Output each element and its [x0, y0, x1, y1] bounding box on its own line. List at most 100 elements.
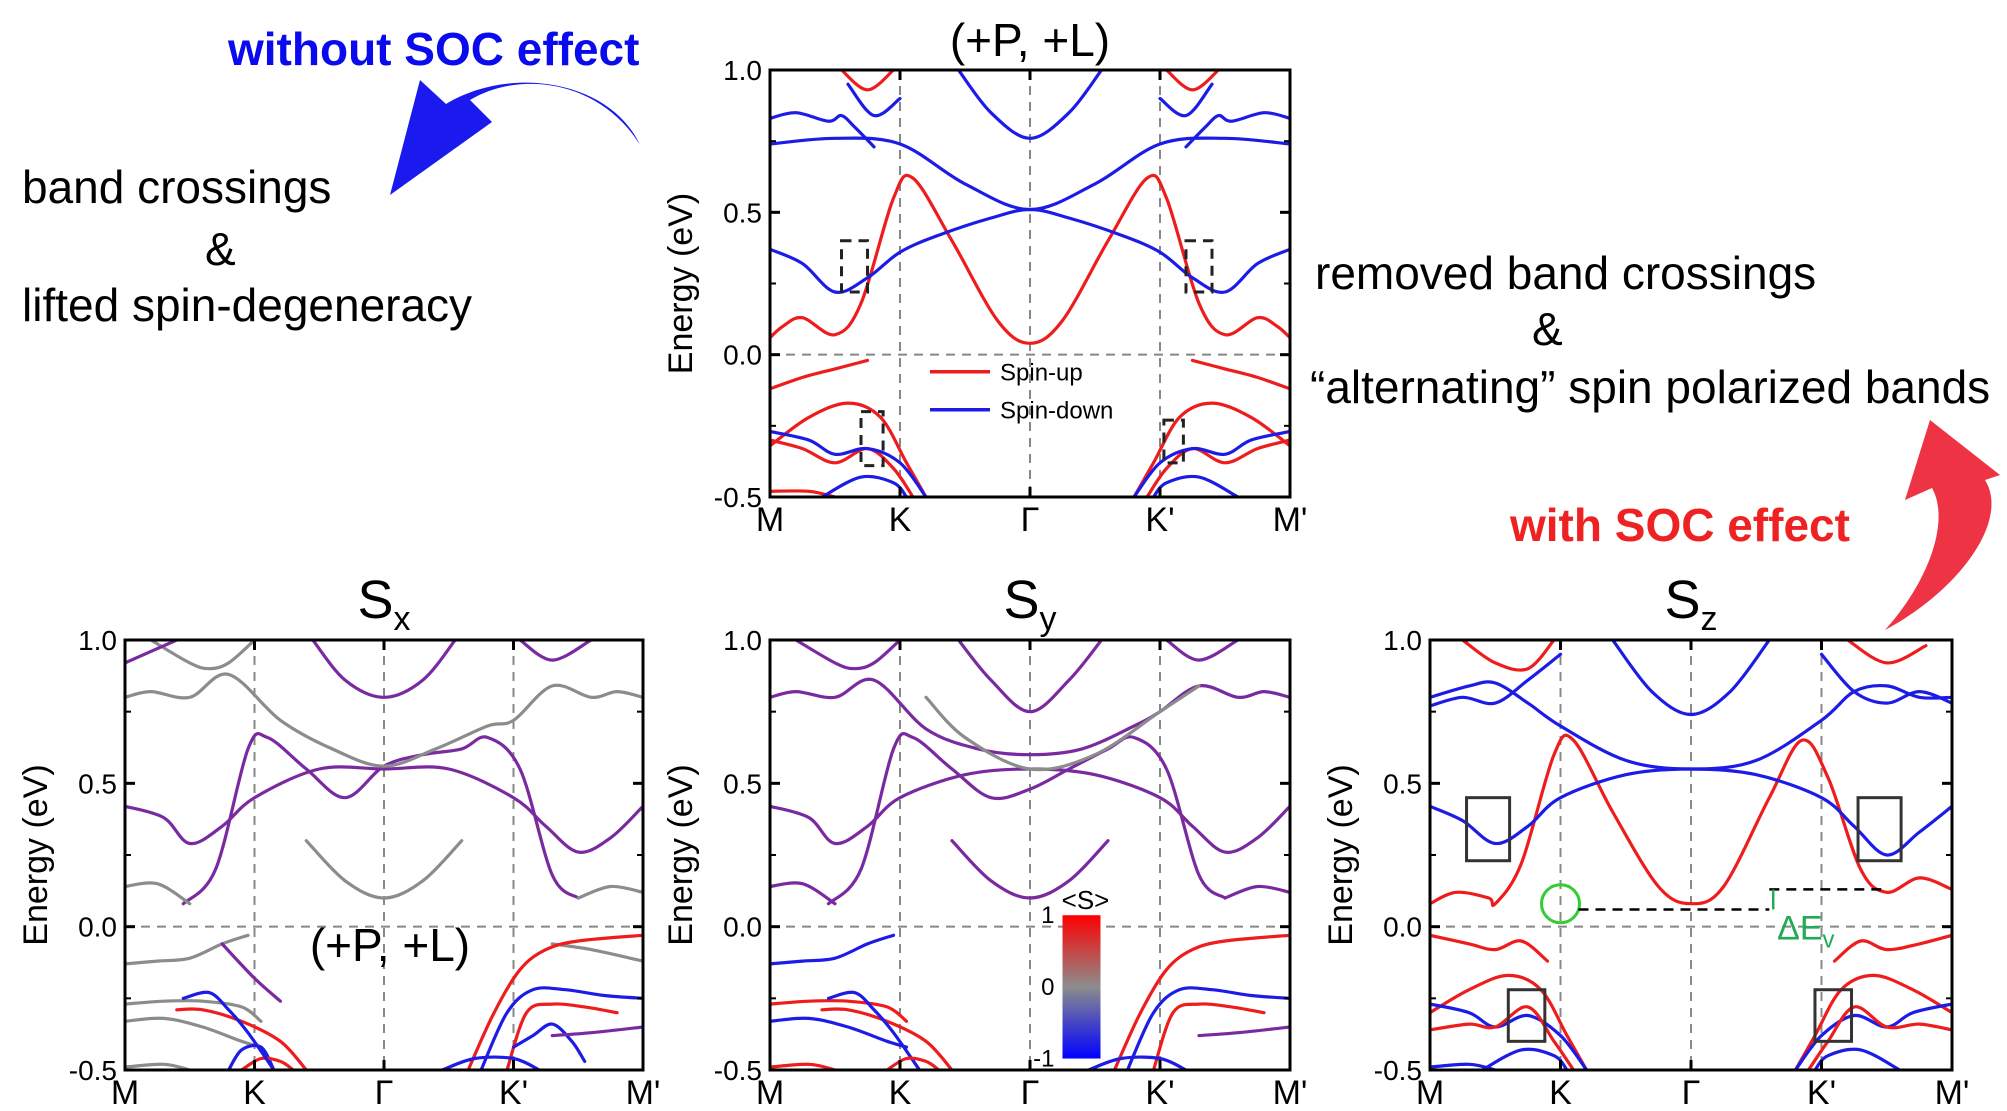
chart-title-subscript: y	[1040, 600, 1057, 638]
y-tick-label: -0.5	[714, 1055, 762, 1086]
legend-label-spin-up: Spin-up	[1000, 360, 1083, 387]
band-line-13	[1184, 111, 1290, 149]
y-tick-label: 1.0	[723, 55, 762, 86]
left-text-line-2: &	[205, 223, 236, 275]
right-text-line-2: &	[1532, 303, 1563, 355]
solid-highlight-box-1	[1856, 796, 1903, 863]
band-line-20	[1197, 1025, 1290, 1038]
blue-arrow	[390, 80, 640, 195]
chart-title: Sz	[1664, 570, 1717, 638]
band-line-9	[1164, 640, 1240, 662]
y-tick-label: 0.0	[78, 912, 117, 943]
band-line-6	[149, 640, 257, 671]
colorbar-tick-1: 0	[1041, 974, 1054, 1001]
right-text-line-1: removed band crossings	[1315, 247, 1817, 299]
band-line-15	[1806, 1005, 1952, 1070]
x-tick-label-3: K'	[1807, 1074, 1836, 1111]
band-line-19	[1151, 1002, 1266, 1070]
chart-title-main: S	[357, 570, 393, 630]
dashed-highlight-box-1	[1184, 239, 1214, 294]
band-line-15	[125, 1062, 192, 1070]
y-axis-label: Energy (eV)	[662, 193, 700, 374]
y-tick-label: 0.5	[1383, 768, 1422, 799]
x-tick-label-0: M	[756, 501, 784, 539]
band-line-5	[1132, 401, 1290, 497]
band-line-2	[1430, 680, 1952, 771]
band-line-21	[479, 986, 643, 1070]
band-line-0	[770, 173, 1290, 345]
band-line-12	[220, 942, 282, 1003]
delta-energy-label: ΔEv	[1777, 909, 1834, 953]
band-line-7	[794, 640, 902, 671]
dashed-highlight-box-3	[1162, 418, 1185, 465]
band-line-21	[1086, 1055, 1188, 1070]
band-line-1	[181, 732, 580, 906]
band-line-17	[1480, 1047, 1569, 1070]
band-line-23	[511, 1022, 587, 1063]
band-line-8	[839, 70, 896, 92]
band-line-18	[1125, 986, 1290, 1070]
chart-panel-3: -0.5 0.0 0.5 1.0 M K Γ K' M' Energy (eV) Sz ΔEv	[1322, 570, 1969, 1111]
chart-title-main: S	[1003, 570, 1039, 630]
band-line-0	[1430, 733, 1952, 908]
chart-panel-0: -0.5 0.0 0.5 1.0 M K Γ K' M' Energy (eV) (+P, +L) S…	[662, 14, 1307, 539]
band-line-16	[175, 1007, 308, 1070]
band-line-11	[1793, 973, 1952, 1070]
band-line-16	[770, 1062, 837, 1070]
band-line-9	[1832, 933, 1952, 963]
red-arrow	[1885, 420, 2000, 630]
band-line-13	[1793, 1002, 1952, 1070]
band-line-15	[885, 1056, 941, 1070]
band-line-12	[770, 1016, 909, 1049]
x-tick-label-3: K'	[499, 1074, 528, 1111]
band-line-5	[770, 677, 1290, 757]
band-line-3	[1430, 652, 1563, 708]
solid-highlight-box-0	[1465, 796, 1512, 863]
y-tick-label: 0.5	[78, 768, 117, 799]
colorbar-title: <S>	[1062, 885, 1110, 915]
band-line-10	[770, 933, 896, 966]
y-tick-label: 0.0	[723, 340, 762, 371]
y-tick-label: 1.0	[1383, 625, 1422, 656]
band-line-9	[518, 640, 593, 662]
band-line-14	[125, 1016, 263, 1049]
band-line-3	[576, 884, 643, 900]
band-line-2	[770, 881, 837, 906]
band-line-11	[770, 999, 909, 1023]
band-line-12	[1430, 1002, 1589, 1070]
series-group	[1430, 640, 1952, 1070]
colorbar-tick-2: -1	[1033, 1046, 1054, 1073]
band-line-5	[1461, 640, 1556, 672]
x-tick-label-3: K'	[1145, 1074, 1174, 1111]
y-tick-label: 0.5	[723, 197, 762, 228]
band-line-12	[770, 111, 876, 149]
x-tick-label-4: M'	[626, 1074, 661, 1111]
band-line-10	[1430, 973, 1589, 1070]
x-tick-label-2: Γ	[1021, 1074, 1040, 1111]
band-line-18	[1813, 1047, 1902, 1070]
x-tick-label-2: Γ	[375, 1074, 394, 1111]
band-line-8	[1430, 933, 1550, 963]
band-line-13	[125, 999, 263, 1023]
x-tick-label-3: K'	[1145, 501, 1174, 539]
colorbar	[1062, 915, 1101, 1059]
dashed-highlight-box-2	[859, 410, 885, 468]
band-line-14	[1430, 1005, 1576, 1070]
band-line-6	[1846, 640, 1928, 665]
solid-highlight-box-3	[1813, 988, 1854, 1043]
without-soc-label: without SOC effect	[228, 23, 640, 75]
band-line-15	[1158, 82, 1214, 118]
band-line-3	[1223, 884, 1290, 900]
band-line-24	[550, 1025, 643, 1038]
band-line-25	[440, 1055, 541, 1070]
band-line-0	[125, 765, 643, 854]
band-line-2	[1190, 358, 1290, 391]
inset-condition-label: (+P, +L)	[310, 919, 470, 971]
delta-energy-subscript: v	[1823, 926, 1835, 953]
band-line-19	[820, 474, 909, 497]
band-line-17	[770, 429, 928, 497]
band-line-4	[770, 401, 928, 497]
band-line-18	[240, 1056, 295, 1070]
with-soc-label: with SOC effect	[1510, 499, 1850, 551]
